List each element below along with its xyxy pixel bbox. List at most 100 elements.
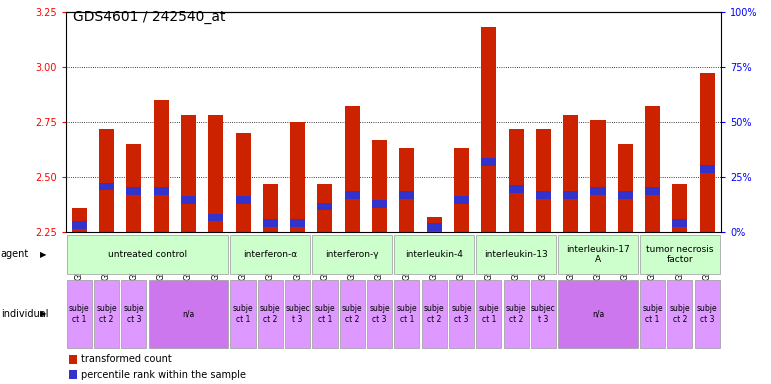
- Text: subje
ct 2: subje ct 2: [506, 304, 527, 324]
- Bar: [422, 280, 446, 348]
- Text: agent: agent: [1, 249, 29, 260]
- Bar: [509, 185, 524, 192]
- Text: n/a: n/a: [592, 310, 604, 318]
- Bar: [695, 280, 720, 348]
- Bar: [263, 184, 278, 232]
- Bar: [481, 27, 497, 232]
- Bar: [536, 129, 551, 232]
- Bar: [399, 149, 414, 232]
- Bar: [563, 115, 578, 232]
- Text: individual: individual: [1, 309, 49, 319]
- Text: subjec
t 3: subjec t 3: [531, 304, 556, 324]
- Bar: [394, 235, 474, 274]
- Bar: [340, 280, 365, 348]
- Bar: [312, 235, 392, 274]
- Text: interferon-γ: interferon-γ: [325, 250, 379, 259]
- Text: tumor necrosis
factor: tumor necrosis factor: [646, 245, 714, 264]
- Bar: [672, 184, 688, 232]
- Bar: [290, 122, 305, 232]
- Bar: [126, 187, 141, 195]
- Text: transformed count: transformed count: [81, 354, 171, 364]
- Bar: [668, 280, 692, 348]
- Text: subje
ct 1: subje ct 1: [69, 304, 89, 324]
- Text: subje
ct 3: subje ct 3: [697, 304, 718, 324]
- Bar: [258, 280, 283, 348]
- Bar: [99, 183, 114, 190]
- Bar: [72, 221, 86, 229]
- Bar: [645, 106, 660, 232]
- Bar: [426, 217, 442, 232]
- Bar: [99, 129, 114, 232]
- Bar: [372, 200, 387, 208]
- Bar: [181, 115, 196, 232]
- Bar: [66, 235, 228, 274]
- Bar: [285, 280, 310, 348]
- Bar: [454, 149, 469, 232]
- Text: subje
ct 2: subje ct 2: [96, 304, 117, 324]
- Bar: [149, 280, 228, 348]
- Bar: [367, 280, 392, 348]
- Bar: [235, 196, 251, 204]
- Bar: [449, 280, 474, 348]
- Bar: [235, 133, 251, 232]
- Text: subjec
t 3: subjec t 3: [285, 304, 310, 324]
- Bar: [476, 280, 501, 348]
- Bar: [312, 280, 338, 348]
- Bar: [263, 219, 278, 227]
- Bar: [591, 187, 605, 195]
- Text: ▶: ▶: [40, 250, 46, 259]
- Bar: [181, 196, 196, 204]
- Bar: [536, 192, 551, 199]
- Bar: [121, 280, 146, 348]
- Bar: [503, 280, 529, 348]
- Text: interleukin-4: interleukin-4: [406, 250, 463, 259]
- Bar: [640, 280, 665, 348]
- Text: subje
ct 2: subje ct 2: [260, 304, 281, 324]
- Bar: [591, 120, 605, 232]
- Bar: [645, 187, 660, 195]
- Bar: [231, 280, 255, 348]
- Bar: [700, 73, 715, 232]
- Bar: [318, 202, 332, 210]
- Bar: [208, 214, 224, 221]
- Text: GDS4601 / 242540_at: GDS4601 / 242540_at: [73, 10, 226, 23]
- Bar: [66, 280, 92, 348]
- Text: subje
ct 3: subje ct 3: [369, 304, 390, 324]
- Bar: [558, 280, 638, 348]
- Text: subje
ct 1: subje ct 1: [233, 304, 254, 324]
- Text: interleukin-13: interleukin-13: [484, 250, 548, 259]
- Text: subje
ct 2: subje ct 2: [669, 304, 690, 324]
- Bar: [481, 158, 497, 166]
- Text: interleukin-17
A: interleukin-17 A: [566, 245, 630, 264]
- Bar: [672, 219, 688, 227]
- Bar: [372, 140, 387, 232]
- Bar: [318, 184, 332, 232]
- Bar: [231, 235, 310, 274]
- Bar: [563, 192, 578, 199]
- Text: n/a: n/a: [182, 310, 194, 318]
- Bar: [640, 235, 720, 274]
- Bar: [345, 192, 360, 199]
- Bar: [618, 192, 633, 199]
- Text: interferon-α: interferon-α: [243, 250, 298, 259]
- Bar: [394, 280, 419, 348]
- Bar: [530, 280, 556, 348]
- Bar: [153, 100, 169, 232]
- Text: subje
ct 1: subje ct 1: [479, 304, 499, 324]
- Text: ▶: ▶: [40, 310, 46, 318]
- Bar: [509, 129, 524, 232]
- Bar: [345, 106, 360, 232]
- Bar: [208, 115, 224, 232]
- Text: subje
ct 2: subje ct 2: [342, 304, 362, 324]
- Bar: [558, 235, 638, 274]
- Text: untreated control: untreated control: [108, 250, 187, 259]
- Text: subje
ct 1: subje ct 1: [315, 304, 335, 324]
- Text: percentile rank within the sample: percentile rank within the sample: [81, 369, 246, 379]
- Bar: [476, 235, 556, 274]
- Bar: [69, 370, 76, 379]
- Bar: [700, 165, 715, 173]
- Bar: [618, 144, 633, 232]
- Text: subje
ct 3: subje ct 3: [123, 304, 144, 324]
- Bar: [126, 144, 141, 232]
- Text: subje
ct 1: subje ct 1: [642, 304, 663, 324]
